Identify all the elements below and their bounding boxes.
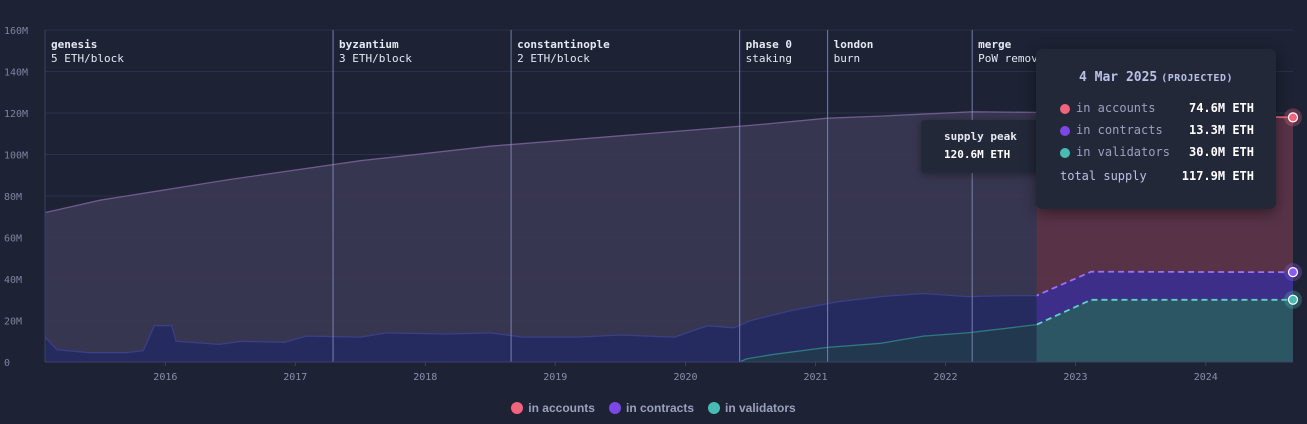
projected-area — [1036, 299, 1293, 362]
x-tick-label: 2021 — [803, 372, 827, 383]
tooltip-row-label: in accounts — [1076, 101, 1156, 115]
y-tick-label: 20M — [4, 317, 22, 328]
era-name-label: byzantium — [339, 38, 399, 51]
accounts-dot-icon — [1060, 104, 1070, 114]
contracts-dot-icon — [1060, 126, 1070, 136]
era-name-label: genesis — [51, 38, 97, 51]
x-tick-label: 2022 — [933, 372, 957, 383]
x-tick-label: 2024 — [1194, 372, 1218, 383]
supply-peak-callout: supply peak 120.6M ETH — [921, 120, 1039, 173]
era-note-label: 2 ETH/block — [517, 52, 590, 65]
y-tick-label: 120M — [4, 109, 28, 120]
tooltip-row-contracts: in contracts 13.3M ETH — [1060, 123, 1254, 139]
era-name-label: london — [834, 38, 874, 51]
era-note-label: burn — [834, 52, 861, 65]
accounts-dot-icon — [511, 402, 524, 414]
y-tick-label: 100M — [4, 151, 28, 162]
legend-label: in contracts — [625, 401, 694, 415]
tooltip-total-value: 117.9M ETH — [1181, 169, 1254, 183]
y-tick-label: 40M — [4, 275, 22, 286]
chart-axes: 0 20M 40M 60M 80M 100M 120M 140M 160M 2016 2017 201… — [4, 26, 1293, 383]
tooltip-row-label: in contracts — [1076, 123, 1163, 137]
legend-label: in accounts — [528, 401, 595, 415]
validators-dot-icon — [1060, 148, 1070, 158]
x-tick-label: 2018 — [413, 372, 437, 383]
tooltip-projected-tag: (PROJECTED) — [1161, 73, 1233, 84]
tooltip-row-total: total supply 117.9M ETH — [1060, 169, 1254, 185]
validators-dot-icon — [708, 402, 720, 414]
tooltip-row-value: 13.3M ETH — [1188, 123, 1254, 137]
series-end-dot — [1287, 294, 1299, 305]
x-tick-label: 2020 — [674, 372, 698, 383]
x-tick-label: 2023 — [1063, 372, 1087, 383]
era-name-label: constantinople — [517, 38, 610, 51]
series-end-markers — [1284, 108, 1302, 309]
legend-label: in validators — [725, 401, 796, 415]
series-end-dot — [1287, 267, 1299, 278]
era-note-label: 3 ETH/block — [339, 52, 412, 65]
y-tick-label: 140M — [4, 68, 28, 79]
tooltip-date: 4 Mar 2025 — [1078, 70, 1158, 85]
legend-item-validators[interactable]: in validators — [708, 400, 796, 416]
series-end-dot — [1287, 112, 1299, 123]
supply-peak-value: 120.6M ETH — [944, 148, 1011, 161]
y-tick-label: 160M — [4, 26, 28, 37]
tooltip-row-accounts: in accounts 74.6M ETH — [1060, 101, 1254, 117]
hover-tooltip: 4 Mar 2025 (PROJECTED) in accounts 74.6M … — [1036, 49, 1276, 209]
legend-item-contracts[interactable]: in contracts — [608, 400, 694, 416]
era-name-label: phase 0 — [746, 38, 792, 51]
era-note-label: staking — [746, 52, 792, 65]
era-name-label: merge — [978, 38, 1011, 51]
legend-item-accounts[interactable]: in accounts — [511, 400, 595, 416]
y-tick-label: 0 — [4, 358, 10, 369]
x-tick-label: 2017 — [283, 372, 307, 383]
x-tick-label: 2019 — [543, 372, 567, 383]
series-line — [44, 271, 1294, 354]
tooltip-header: 4 Mar 2025 (PROJECTED) — [1036, 66, 1276, 85]
y-tick-label: 60M — [4, 234, 22, 245]
projection-series — [1036, 298, 1293, 362]
era-note-label: PoW remov — [978, 52, 1038, 65]
tooltip-total-label: total supply — [1060, 169, 1147, 183]
x-tick-label: 2016 — [153, 372, 177, 383]
tooltip-row-value: 74.6M ETH — [1188, 101, 1254, 115]
tooltip-row-value: 30.0M ETH — [1188, 145, 1254, 159]
supply-peak-label: supply peak — [944, 130, 1017, 143]
era-note-label: 5 ETH/block — [51, 52, 124, 65]
y-tick-label: 80M — [4, 192, 22, 203]
chart-legend: in accounts in contracts in validators — [0, 400, 1307, 416]
contracts-dot-icon — [608, 402, 621, 414]
tooltip-row-label: in validators — [1076, 145, 1170, 159]
tooltip-row-validators: in validators 30.0M ETH — [1060, 145, 1254, 161]
